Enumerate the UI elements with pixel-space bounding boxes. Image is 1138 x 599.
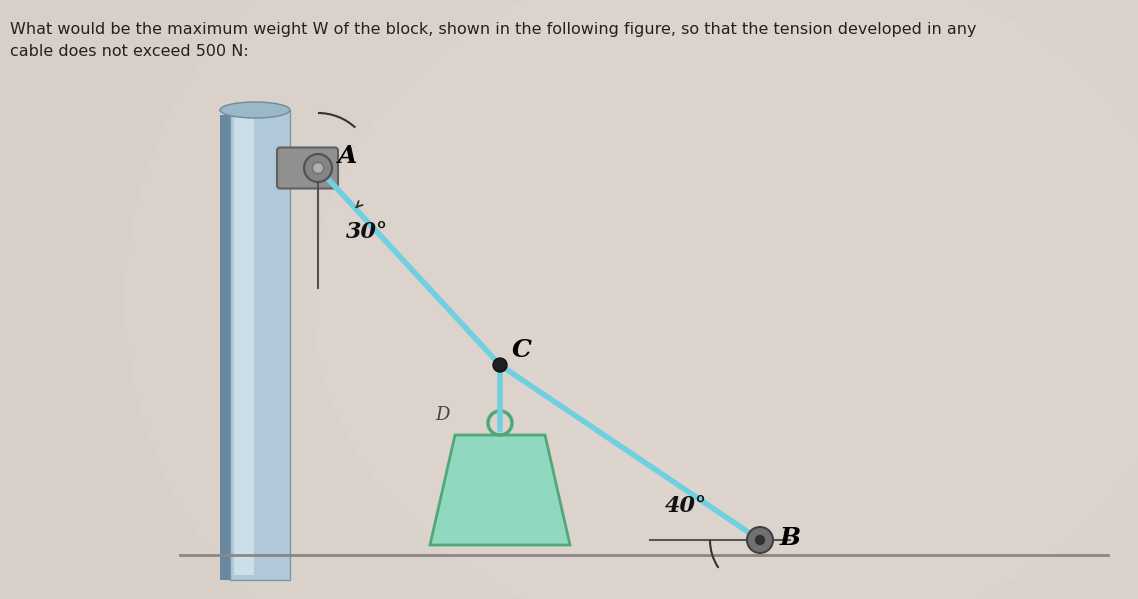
Polygon shape xyxy=(234,113,254,575)
Ellipse shape xyxy=(125,0,1138,599)
Text: D: D xyxy=(435,406,450,424)
Text: 40°: 40° xyxy=(665,495,707,517)
Ellipse shape xyxy=(220,102,290,118)
Ellipse shape xyxy=(313,0,1138,599)
Text: What would be the maximum weight W of the block, shown in the following figure, : What would be the maximum weight W of th… xyxy=(10,22,976,37)
Circle shape xyxy=(754,535,765,545)
Circle shape xyxy=(313,162,323,174)
Circle shape xyxy=(493,358,508,372)
Text: A: A xyxy=(338,144,357,168)
Polygon shape xyxy=(230,110,290,580)
FancyBboxPatch shape xyxy=(277,147,338,189)
Text: cable does not exceed 500 N:: cable does not exceed 500 N: xyxy=(10,44,249,59)
Polygon shape xyxy=(220,115,230,580)
Circle shape xyxy=(747,527,773,553)
Circle shape xyxy=(304,154,332,182)
Text: C: C xyxy=(512,338,531,362)
Polygon shape xyxy=(430,435,570,545)
Text: 30°: 30° xyxy=(346,221,388,243)
Ellipse shape xyxy=(500,100,1000,500)
Text: B: B xyxy=(780,526,801,550)
